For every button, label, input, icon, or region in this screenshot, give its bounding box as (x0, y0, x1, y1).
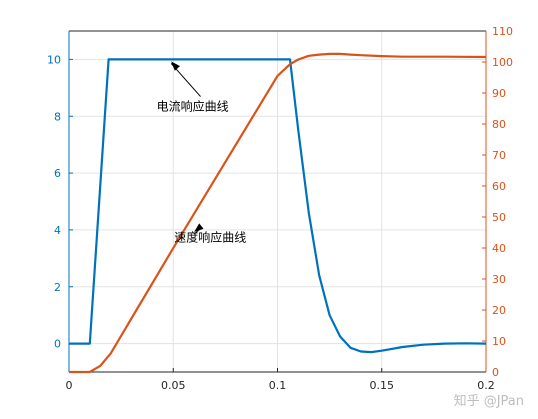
annotation-label: 速度响应曲线 (174, 229, 246, 244)
y-right-tick-label: 70 (492, 149, 506, 162)
y-right-tick-label: 50 (492, 211, 506, 224)
y-left-tick-label: 6 (54, 167, 61, 180)
y-right-tick-label: 60 (492, 180, 506, 193)
x-tick-label: 0.05 (161, 379, 186, 392)
y-left-tick-label: 10 (47, 53, 61, 66)
annotation-arrow-head (171, 61, 180, 71)
y-right-tick-label: 30 (492, 273, 506, 286)
x-tick-label: 0.15 (370, 379, 395, 392)
current-series-line (69, 58, 487, 354)
y-left-tick-label: 0 (54, 338, 61, 351)
annotation-arrow-head (194, 223, 204, 233)
watermark: 知乎 @JPan (453, 394, 524, 409)
y-right-tick-label: 90 (492, 87, 506, 100)
y-right-tick-label: 20 (492, 304, 506, 317)
axes: 0 0.05 0.1 0.15 0.20246810010203040506070809… (47, 25, 513, 392)
series (69, 52, 487, 374)
y-right-tick-label: 80 (492, 118, 506, 131)
annotation-label: 电流响应曲线 (157, 99, 229, 114)
y-right-tick-label: 40 (492, 242, 506, 255)
speed-series-line (69, 52, 487, 374)
y-left-tick-label: 4 (54, 224, 61, 237)
y-right-tick-label: 100 (492, 56, 513, 69)
x-tick-label: 0.2 (477, 379, 495, 392)
x-tick-label: 0.1 (269, 379, 287, 392)
y-right-tick-label: 110 (492, 25, 513, 38)
y-left-tick-label: 8 (54, 110, 61, 123)
x-tick-label: 0 (66, 379, 73, 392)
y-right-tick-label: 0 (492, 366, 499, 379)
y-left-tick-label: 2 (54, 281, 61, 294)
y-right-tick-label: 10 (492, 335, 506, 348)
